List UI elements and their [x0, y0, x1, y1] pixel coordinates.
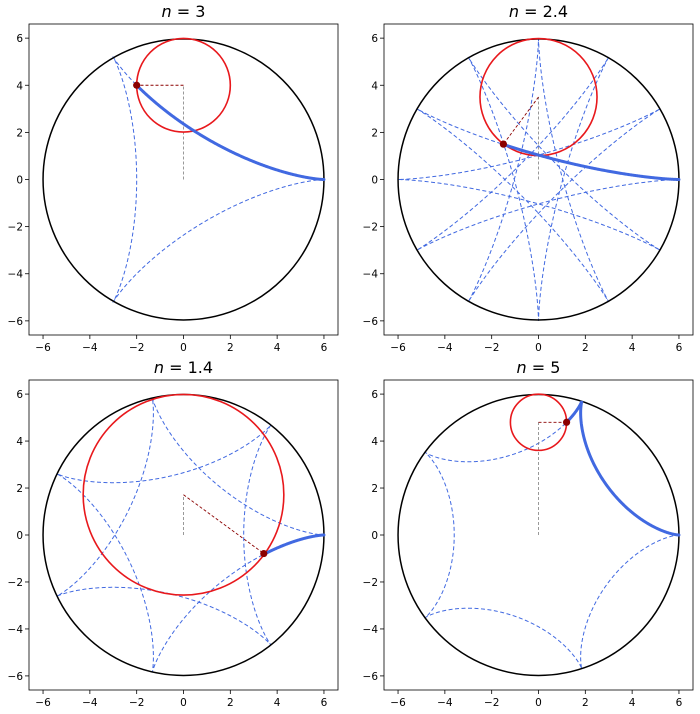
y-tick-label: 0	[16, 175, 23, 187]
panel-title: n = 1.4	[154, 358, 213, 377]
y-tick-label: 2	[16, 127, 23, 139]
tracing-point	[499, 140, 507, 148]
y-tick-label: 4	[371, 436, 378, 448]
traced-curve	[263, 533, 326, 556]
y-tick-label: 2	[371, 483, 378, 495]
x-tick-label: −2	[484, 342, 499, 354]
y-tick-label: 4	[371, 80, 378, 92]
x-tick-label: −2	[484, 697, 499, 709]
tracing-point	[133, 81, 141, 89]
tracing-point	[260, 549, 268, 558]
y-tick-label: 6	[16, 33, 23, 45]
plot-area	[397, 393, 681, 677]
traced-curve	[135, 83, 326, 181]
y-tick-label: 6	[371, 33, 378, 45]
y-tick-label: 0	[371, 175, 378, 187]
x-tick-label: −6	[390, 342, 406, 354]
y-tick-label: 2	[16, 483, 23, 495]
full-hypocycloid-curve	[56, 397, 324, 673]
y-tick-label: −2	[8, 577, 23, 589]
y-tick-label: 4	[16, 80, 23, 92]
y-tick-label: −4	[8, 624, 24, 636]
y-tick-label: −6	[363, 671, 379, 683]
rolling-circle	[82, 393, 285, 596]
x-tick-label: −6	[390, 697, 406, 709]
y-tick-label: −6	[363, 316, 379, 328]
x-tick-label: 2	[227, 342, 234, 354]
y-tick-label: −4	[363, 269, 379, 281]
x-tick-label: −4	[437, 697, 453, 709]
full-hypocycloid-curve	[424, 400, 679, 670]
x-tick-label: 4	[274, 342, 281, 354]
panel-n-3: n = 3 −6 −4 −2 0 2 4 6 −6 −4 −2 0 2 4 6	[8, 2, 339, 354]
y-tick-label: −2	[363, 222, 378, 234]
panel-title: n = 2.4	[509, 2, 568, 21]
x-tick-label: −6	[35, 697, 51, 709]
y-tick-label: −6	[8, 316, 24, 328]
tracing-point	[562, 418, 571, 426]
x-tick-label: −6	[35, 342, 51, 354]
radius-guide-line	[503, 96, 539, 145]
x-tick-label: 6	[321, 697, 328, 709]
x-tick-label: 2	[582, 342, 589, 354]
x-tick-label: 2	[227, 697, 234, 709]
radius-guide-line	[183, 494, 265, 554]
x-tick-label: 6	[321, 342, 328, 354]
y-tick-label: 6	[16, 389, 23, 401]
x-tick-label: −4	[437, 342, 453, 354]
panel-n-2-4: n = 2.4 −6 −4 −2 0 2 4 6 −6 −4 −2 0 2 4 6	[363, 2, 694, 354]
y-tick-label: 6	[371, 389, 378, 401]
x-tick-label: 4	[274, 697, 281, 709]
traced-curve	[502, 143, 681, 181]
panel-n-1-4: n = 1.4 −6 −4 −2 0 2 4 6 −6 −4 −2 0 2 4 6	[8, 358, 339, 709]
x-tick-label: −4	[82, 342, 98, 354]
x-tick-label: 6	[676, 697, 683, 709]
x-tick-label: 4	[629, 342, 636, 354]
plot-area	[42, 37, 326, 321]
x-tick-label: 6	[676, 342, 683, 354]
panel-n-5: n = 5 −6 −4 −2 0 2 4 6 −6 −4 −2 0 2 4 6	[363, 358, 694, 709]
plot-area	[42, 393, 326, 677]
x-tick-label: −2	[129, 697, 144, 709]
panel-title: n = 3	[162, 2, 206, 21]
y-tick-label: −4	[363, 624, 379, 636]
traced-curve	[565, 400, 681, 537]
plot-area	[397, 37, 681, 321]
y-tick-label: −2	[363, 577, 378, 589]
y-tick-label: −6	[8, 671, 24, 683]
y-tick-label: 0	[371, 530, 378, 542]
y-tick-label: 4	[16, 436, 23, 448]
y-tick-label: 0	[16, 530, 23, 542]
y-tick-label: 2	[371, 127, 378, 139]
x-tick-label: 0	[180, 342, 187, 354]
x-tick-label: −4	[82, 697, 98, 709]
x-tick-label: 4	[629, 697, 636, 709]
x-tick-label: 2	[582, 697, 589, 709]
panel-title: n = 5	[517, 358, 561, 377]
x-tick-label: 0	[535, 697, 542, 709]
y-tick-label: −2	[8, 222, 23, 234]
x-tick-label: −2	[129, 342, 144, 354]
y-tick-label: −4	[8, 269, 24, 281]
x-tick-label: 0	[535, 342, 542, 354]
x-tick-label: 0	[180, 697, 187, 709]
